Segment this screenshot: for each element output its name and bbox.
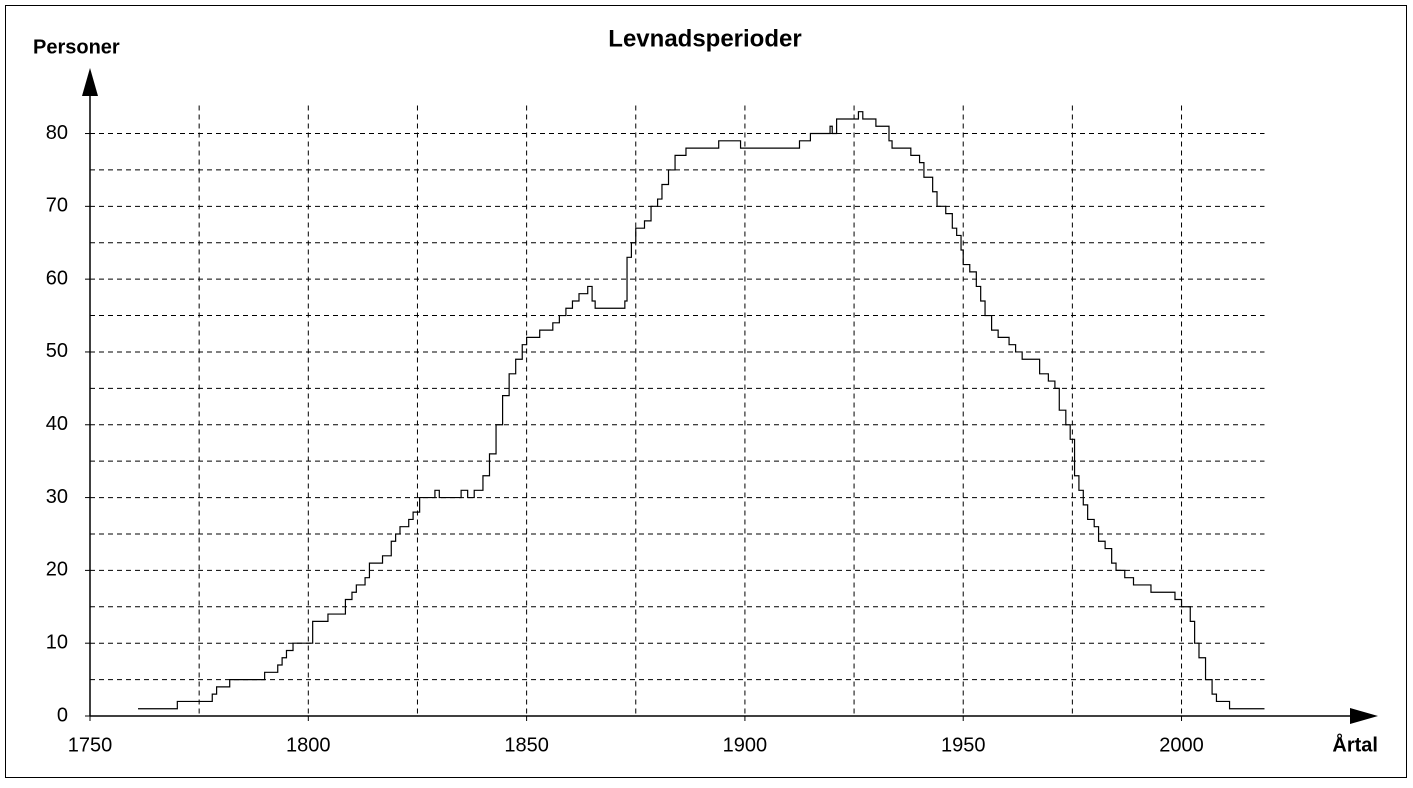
y-axis-arrow: [82, 68, 98, 96]
y-tick-label: 50: [46, 340, 68, 362]
y-axis-label: Personer: [33, 36, 120, 58]
y-tick-label: 0: [57, 704, 68, 726]
y-tick-label: 20: [46, 559, 68, 581]
x-tick-label: 2000: [1159, 734, 1204, 756]
y-tick-label: 60: [46, 267, 68, 289]
frame: [5, 5, 1407, 778]
x-tick-label: 1900: [723, 734, 768, 756]
y-tick-label: 70: [46, 195, 68, 217]
chart-title: Levnadsperioder: [608, 25, 801, 52]
x-tick-label: 1950: [941, 734, 986, 756]
y-tick-label: 10: [46, 631, 68, 653]
x-axis-arrow: [1350, 708, 1378, 724]
x-tick-label: 1750: [68, 734, 113, 756]
y-tick-label: 80: [46, 122, 68, 144]
y-tick-label: 40: [46, 413, 68, 435]
x-tick-label: 1850: [504, 734, 549, 756]
data-line: [138, 111, 1265, 710]
x-tick-label: 1800: [286, 734, 331, 756]
x-axis-label: Årtal: [1332, 732, 1378, 756]
y-tick-label: 30: [46, 486, 68, 508]
